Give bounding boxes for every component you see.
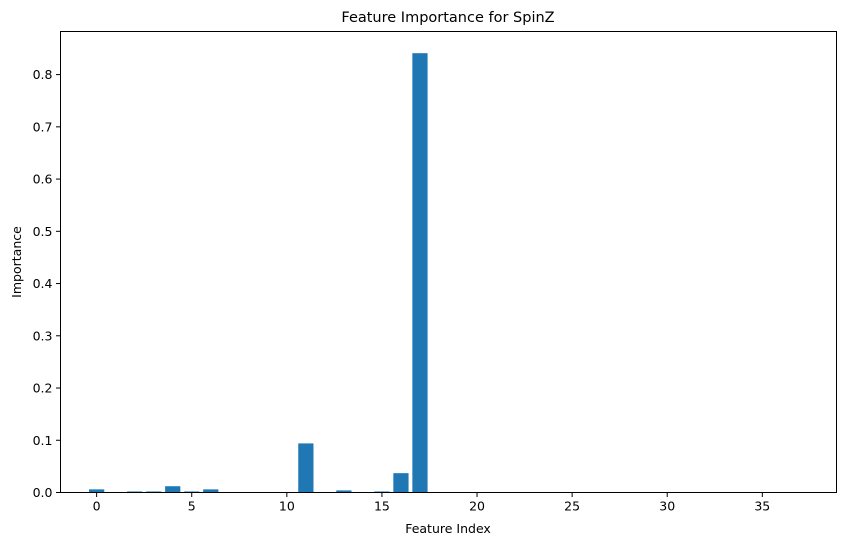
bar-feature-5 (184, 491, 200, 493)
x-axis-ticks: 0 5 10 15 20 25 30 35 (93, 492, 770, 514)
bar-feature-2 (127, 491, 143, 493)
x-tick-label: 20 (469, 499, 485, 514)
x-tick-label: 35 (754, 499, 770, 514)
bar-feature-17 (412, 53, 428, 493)
bar-feature-13 (336, 490, 352, 493)
bar-feature-16 (393, 473, 409, 493)
bar-feature-4 (165, 486, 181, 493)
x-tick-label: 30 (659, 499, 675, 514)
y-tick-label: 0.4 (33, 276, 53, 291)
chart-title: Feature Importance for SpinZ (341, 10, 554, 26)
bar-feature-11 (298, 443, 314, 493)
y-tick-label: 0.5 (33, 224, 53, 239)
y-tick-label: 0.6 (33, 172, 53, 187)
x-tick-label: 15 (374, 499, 390, 514)
bar-feature-15 (374, 491, 390, 493)
y-axis-ticks: 0.0 0.1 0.2 0.3 0.4 0.5 0.6 0.7 0.8 (33, 67, 61, 500)
y-tick-label: 0.0 (33, 485, 53, 500)
x-tick-label: 25 (564, 499, 580, 514)
bar-feature-3 (146, 491, 162, 493)
bars-group (89, 53, 428, 493)
x-tick-label: 0 (93, 499, 101, 514)
plot-frame (60, 31, 837, 493)
y-axis-label: Importance (9, 226, 24, 298)
y-tick-label: 0.7 (33, 119, 53, 134)
x-axis-label: Feature Index (405, 521, 491, 536)
bar-feature-0 (89, 489, 105, 493)
bar-feature-6 (203, 489, 219, 493)
x-tick-label: 5 (188, 499, 196, 514)
y-tick-label: 0.8 (33, 67, 53, 82)
y-tick-label: 0.3 (33, 328, 53, 343)
y-tick-label: 0.1 (33, 433, 53, 448)
y-tick-label: 0.2 (33, 381, 53, 396)
x-tick-label: 10 (279, 499, 295, 514)
